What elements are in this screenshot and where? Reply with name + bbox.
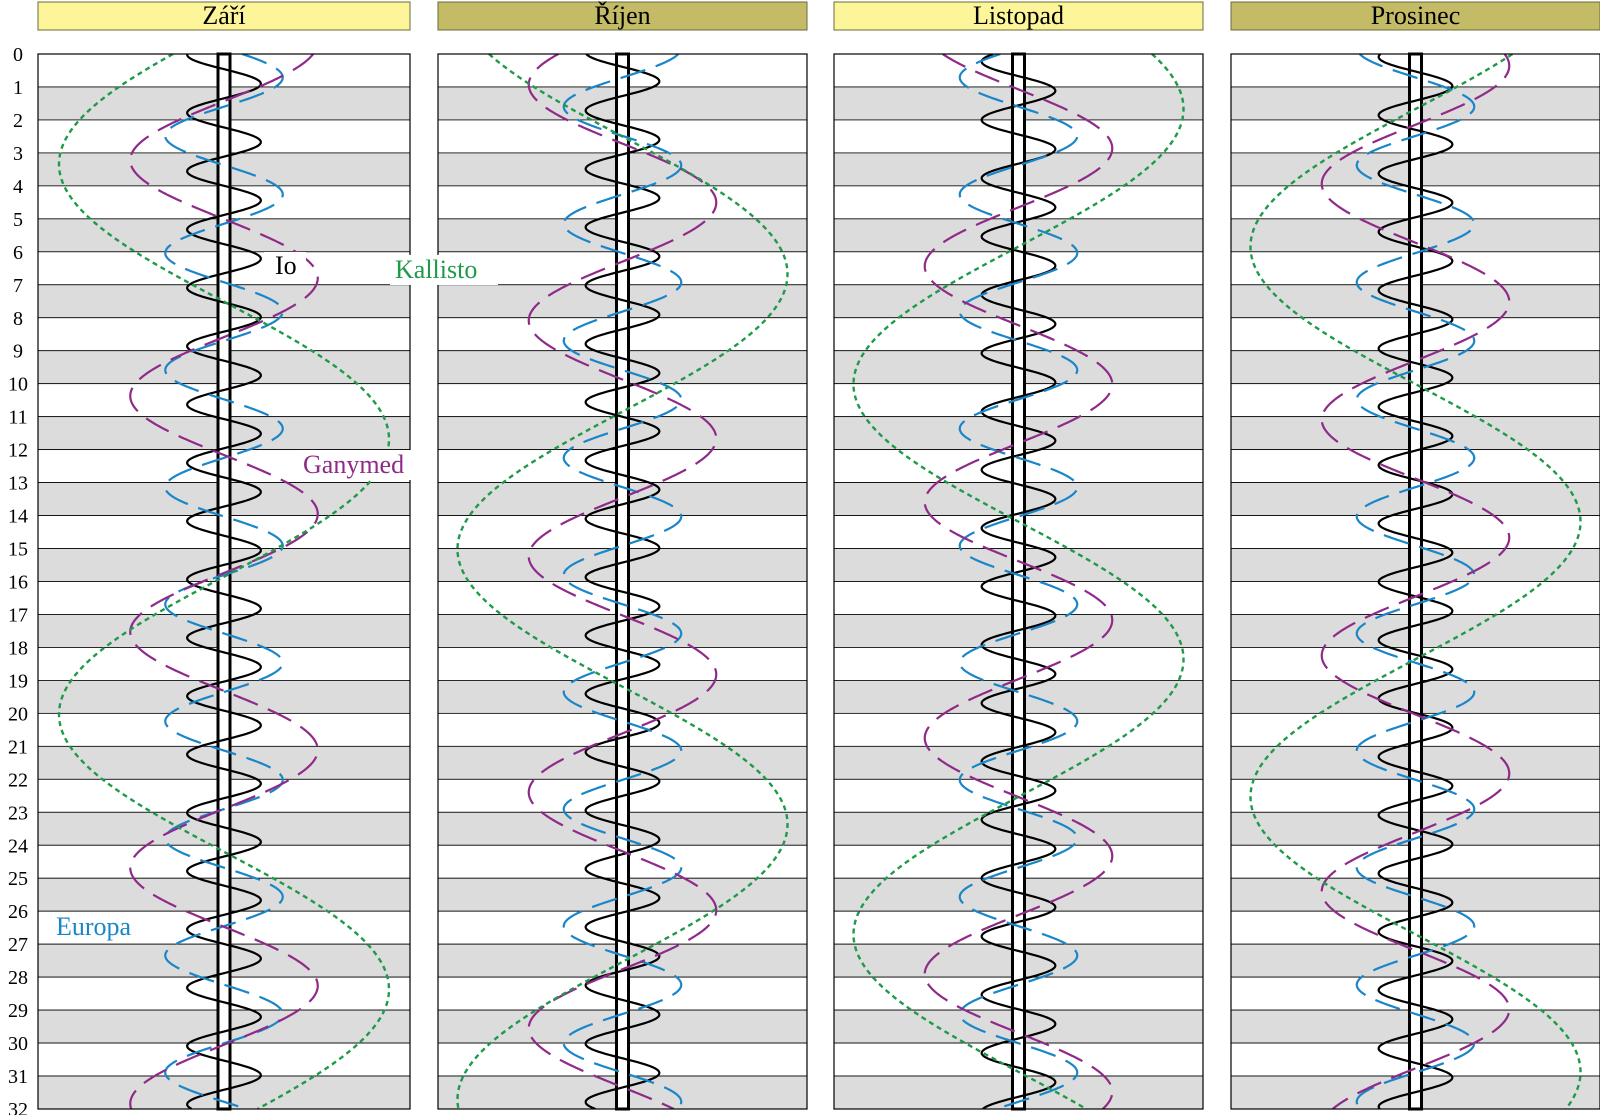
y-tick-label: 6 — [13, 242, 23, 264]
panel-border — [1230, 53, 1600, 1110]
y-tick-label: 23 — [8, 802, 28, 824]
month-panel: Říjen — [437, 1, 808, 1111]
month-header — [437, 1, 808, 31]
y-tick-label: 7 — [13, 275, 23, 297]
month-panel: Prosinec — [1230, 1, 1600, 1111]
panel-border — [37, 53, 411, 1110]
y-tick-label: 25 — [8, 868, 28, 890]
panel-border — [437, 53, 808, 1110]
month-header — [37, 1, 411, 31]
y-tick-label: 12 — [8, 440, 28, 462]
y-tick-label: 20 — [8, 703, 28, 725]
panel-border — [833, 53, 1204, 1110]
y-tick-label: 11 — [8, 407, 27, 429]
y-tick-label: 2 — [13, 110, 23, 132]
y-tick-label: 24 — [8, 835, 28, 857]
moon-label-kallisto: Kallisto — [395, 255, 477, 284]
label-background — [298, 450, 430, 480]
y-tick-label: 15 — [8, 539, 28, 561]
y-tick-label: 19 — [8, 670, 28, 692]
y-tick-label: 13 — [8, 473, 28, 495]
month-header-label: Září — [202, 1, 245, 30]
y-tick-label: 4 — [13, 176, 23, 198]
y-tick-label: 14 — [8, 506, 28, 528]
y-tick-label: 1 — [13, 77, 23, 99]
moon-label-io: Io — [275, 251, 297, 280]
month-panel: Listopad — [833, 1, 1204, 1111]
y-tick-label: 17 — [8, 604, 28, 626]
moon-curve-io — [1377, 54, 1454, 1109]
y-tick-label: 31 — [8, 1066, 28, 1088]
moon-curve-io — [185, 54, 263, 1109]
moon-label-europa: Europa — [56, 912, 132, 941]
month-panel: Září — [37, 1, 411, 1111]
jupiter-band — [216, 52, 232, 1111]
y-tick-label: 26 — [8, 901, 28, 923]
moon-curve-io — [584, 54, 661, 1109]
y-tick-label: 32 — [8, 1099, 28, 1115]
month-header-label: Listopad — [973, 1, 1064, 30]
moon-label-ganymed: Ganymed — [303, 450, 404, 479]
y-tick-label: 10 — [8, 374, 28, 396]
y-tick-label: 28 — [8, 967, 28, 989]
month-header — [1230, 1, 1600, 31]
label-background — [52, 912, 156, 942]
jupiter-band — [1408, 52, 1423, 1111]
month-header-label: Říjen — [594, 1, 650, 30]
y-tick-label: 16 — [8, 572, 28, 594]
moon-curve-ganymed — [129, 54, 319, 1109]
y-tick-label: 8 — [13, 308, 23, 330]
month-header-label: Prosinec — [1371, 1, 1461, 30]
y-tick-label: 18 — [8, 637, 28, 659]
y-tick-label: 5 — [13, 209, 23, 231]
moon-curve-kallisto — [456, 54, 789, 1109]
moon-curve-kallisto — [57, 54, 391, 1109]
y-tick-label: 29 — [8, 1000, 28, 1022]
moon-curve-ganymed — [527, 54, 718, 1109]
y-tick-label: 0 — [13, 44, 23, 66]
y-tick-label: 3 — [13, 143, 23, 165]
month-header — [833, 1, 1204, 31]
moon-curve-io — [980, 54, 1057, 1109]
y-tick-label: 21 — [8, 736, 28, 758]
y-tick-label: 30 — [8, 1033, 28, 1055]
y-tick-label: 27 — [8, 934, 28, 956]
moon-curve-ganymed — [1320, 54, 1511, 1109]
label-background — [390, 255, 498, 285]
y-tick-label: 22 — [8, 769, 28, 791]
moon-curve-kallisto — [852, 54, 1185, 1109]
y-tick-label: 9 — [13, 341, 23, 363]
moon-curve-ganymed — [923, 54, 1114, 1109]
moon-curve-kallisto — [1249, 54, 1582, 1109]
label-background — [264, 252, 306, 282]
